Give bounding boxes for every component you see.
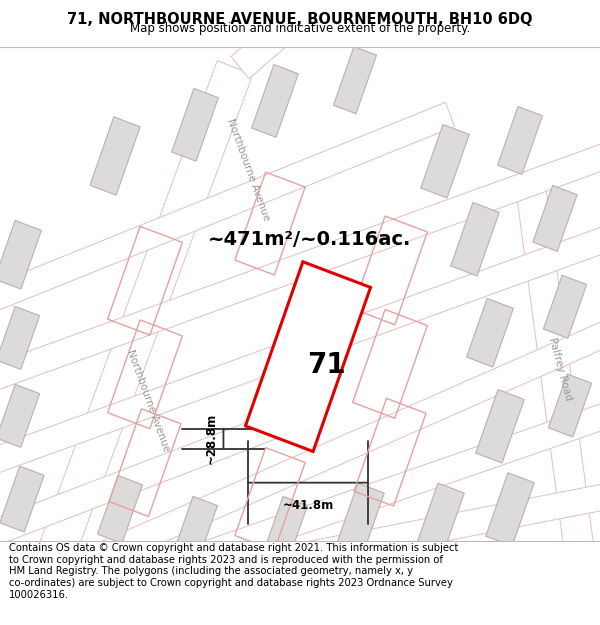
Polygon shape xyxy=(98,476,142,543)
Polygon shape xyxy=(0,404,304,558)
Polygon shape xyxy=(245,262,371,451)
Polygon shape xyxy=(231,4,309,79)
Text: ~471m²/~0.116ac.: ~471m²/~0.116ac. xyxy=(208,229,412,249)
Polygon shape xyxy=(37,61,253,563)
Polygon shape xyxy=(196,398,600,569)
Polygon shape xyxy=(0,222,600,486)
Polygon shape xyxy=(416,483,464,556)
Polygon shape xyxy=(0,139,600,402)
Text: Northbourne Avenue: Northbourne Avenue xyxy=(225,117,271,222)
Polygon shape xyxy=(0,221,41,289)
Polygon shape xyxy=(90,117,140,195)
Polygon shape xyxy=(467,299,514,367)
Polygon shape xyxy=(544,275,587,338)
Polygon shape xyxy=(334,47,377,114)
Text: 71, NORTHBOURNE AVENUE, BOURNEMOUTH, BH10 6DQ: 71, NORTHBOURNE AVENUE, BOURNEMOUTH, BH1… xyxy=(67,12,533,27)
Text: Palfrey Road: Palfrey Road xyxy=(547,336,573,402)
Polygon shape xyxy=(421,124,469,198)
Text: ~28.8m: ~28.8m xyxy=(205,413,218,464)
Polygon shape xyxy=(263,496,307,564)
Polygon shape xyxy=(476,389,524,463)
Polygon shape xyxy=(336,483,384,556)
Polygon shape xyxy=(515,180,595,558)
Polygon shape xyxy=(486,472,534,546)
Polygon shape xyxy=(533,186,577,251)
Polygon shape xyxy=(251,64,298,138)
Polygon shape xyxy=(451,202,499,276)
Text: Map shows position and indicative extent of the property.: Map shows position and indicative extent… xyxy=(130,22,470,35)
Polygon shape xyxy=(0,102,455,324)
Text: Northbourne Avenue: Northbourne Avenue xyxy=(125,348,171,452)
Text: ~41.8m: ~41.8m xyxy=(283,499,334,512)
Polygon shape xyxy=(298,481,600,569)
Polygon shape xyxy=(497,106,542,174)
Polygon shape xyxy=(548,374,592,437)
Polygon shape xyxy=(0,306,40,369)
Polygon shape xyxy=(95,316,600,568)
Polygon shape xyxy=(0,466,44,532)
Text: 71: 71 xyxy=(307,351,346,379)
Polygon shape xyxy=(173,496,217,564)
Polygon shape xyxy=(172,89,218,161)
Polygon shape xyxy=(0,384,40,448)
Text: Contains OS data © Crown copyright and database right 2021. This information is : Contains OS data © Crown copyright and d… xyxy=(9,543,458,599)
